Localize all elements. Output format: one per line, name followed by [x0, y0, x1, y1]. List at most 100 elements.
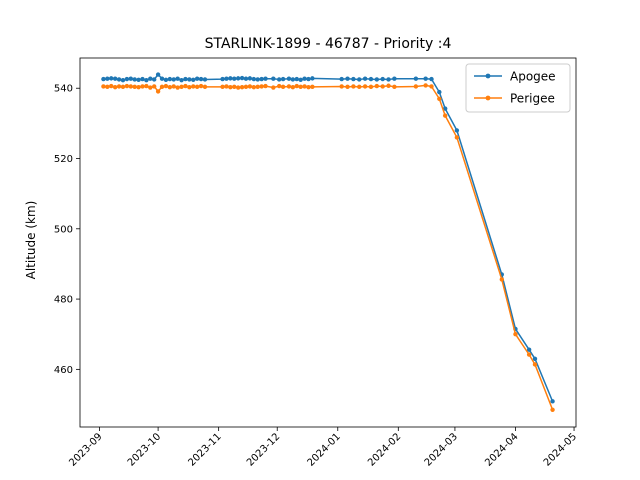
data-point-apogee: [437, 89, 442, 95]
data-point-perigee: [362, 84, 368, 89]
data-point-apogee: [198, 76, 204, 82]
data-point-apogee: [136, 77, 141, 82]
data-point-apogee: [159, 76, 165, 81]
data-point-perigee: [109, 83, 114, 89]
data-point-perigee: [437, 96, 442, 101]
data-point-perigee: [144, 83, 149, 89]
data-point-apogee: [357, 77, 362, 82]
data-point-apogee: [224, 76, 229, 81]
data-point-apogee: [351, 76, 356, 82]
data-point-apogee: [179, 77, 184, 83]
data-point-perigee: [442, 113, 448, 118]
data-point-apogee: [339, 76, 344, 82]
data-point-apogee: [116, 77, 122, 82]
data-point-perigee: [120, 84, 126, 90]
data-point-apogee: [532, 356, 538, 362]
data-point-apogee: [247, 76, 253, 81]
data-point-apogee: [112, 76, 118, 81]
data-point-perigee: [357, 84, 362, 90]
data-point-apogee: [183, 76, 188, 82]
data-point-apogee: [132, 77, 137, 82]
data-point-perigee: [263, 83, 268, 89]
data-point-apogee: [120, 77, 126, 83]
data-point-perigee: [220, 84, 225, 90]
data-point-perigee: [306, 84, 311, 90]
data-point-apogee: [280, 76, 286, 82]
data-point-apogee: [306, 76, 311, 82]
data-point-perigee: [251, 84, 256, 90]
data-point-perigee: [116, 84, 122, 89]
data-point-perigee: [101, 84, 106, 89]
data-point-apogee: [128, 76, 133, 81]
data-point-perigee: [148, 85, 153, 90]
data-point-perigee: [202, 84, 208, 90]
data-point-perigee: [243, 84, 249, 90]
data-point-apogee: [148, 76, 153, 81]
data-point-apogee: [276, 77, 282, 82]
data-point-perigee: [499, 277, 504, 282]
data-point-apogee: [345, 76, 350, 81]
data-point-apogee: [155, 72, 161, 77]
data-point-apogee: [109, 76, 114, 81]
data-point-perigee: [105, 84, 110, 90]
data-point-apogee: [152, 77, 157, 82]
data-point-apogee: [392, 76, 397, 81]
data-point-perigee: [532, 362, 538, 367]
data-point-apogee: [526, 347, 532, 352]
data-point-apogee: [368, 76, 374, 82]
data-point-perigee: [345, 84, 350, 90]
data-point-perigee: [290, 84, 296, 90]
y-tick-label: 460: [54, 365, 73, 376]
data-point-apogee: [386, 77, 391, 82]
data-point-apogee: [232, 76, 237, 81]
data-point-perigee: [380, 84, 385, 89]
data-point-apogee: [187, 77, 192, 82]
data-point-perigee: [550, 407, 555, 412]
data-point-perigee: [187, 84, 192, 90]
data-point-perigee: [224, 84, 229, 89]
data-point-apogee: [167, 76, 173, 82]
data-point-apogee: [413, 76, 419, 81]
data-point-apogee: [423, 76, 428, 81]
data-point-perigee: [429, 84, 434, 89]
legend-marker-perigee: [485, 95, 491, 101]
data-point-apogee: [239, 75, 245, 81]
data-point-apogee: [101, 76, 106, 82]
data-point-apogee: [454, 128, 460, 133]
data-point-apogee: [255, 77, 260, 82]
data-point-perigee: [198, 83, 204, 89]
data-point-perigee: [128, 84, 133, 89]
data-point-perigee: [351, 84, 356, 89]
legend-marker-apogee: [485, 73, 491, 79]
data-point-perigee: [413, 84, 419, 89]
data-point-perigee: [255, 84, 260, 90]
data-point-apogee: [202, 77, 208, 82]
data-point-perigee: [159, 84, 165, 90]
data-point-perigee: [526, 352, 532, 357]
data-point-perigee: [136, 84, 141, 90]
data-point-apogee: [286, 76, 292, 81]
data-point-apogee: [362, 76, 368, 81]
data-point-perigee: [280, 84, 286, 90]
data-point-perigee: [171, 84, 176, 89]
data-point-perigee: [374, 83, 380, 89]
data-point-perigee: [167, 84, 173, 90]
data-point-apogee: [263, 76, 268, 81]
series-perigee: [101, 83, 555, 412]
data-point-perigee: [228, 84, 233, 90]
data-point-perigee: [179, 84, 184, 90]
data-point-perigee: [247, 84, 253, 89]
series-apogee: [101, 72, 555, 404]
data-point-apogee: [550, 399, 555, 404]
data-point-perigee: [339, 84, 344, 89]
plot-frame: [79, 57, 577, 428]
data-point-perigee: [454, 135, 460, 140]
data-point-perigee: [235, 85, 241, 90]
data-point-apogee: [380, 76, 385, 82]
data-point-perigee: [183, 83, 188, 89]
data-point-perigee: [513, 332, 518, 337]
data-point-apogee: [302, 76, 307, 81]
data-point-apogee: [140, 76, 145, 82]
data-point-perigee: [310, 84, 315, 90]
data-point-apogee: [105, 76, 110, 81]
